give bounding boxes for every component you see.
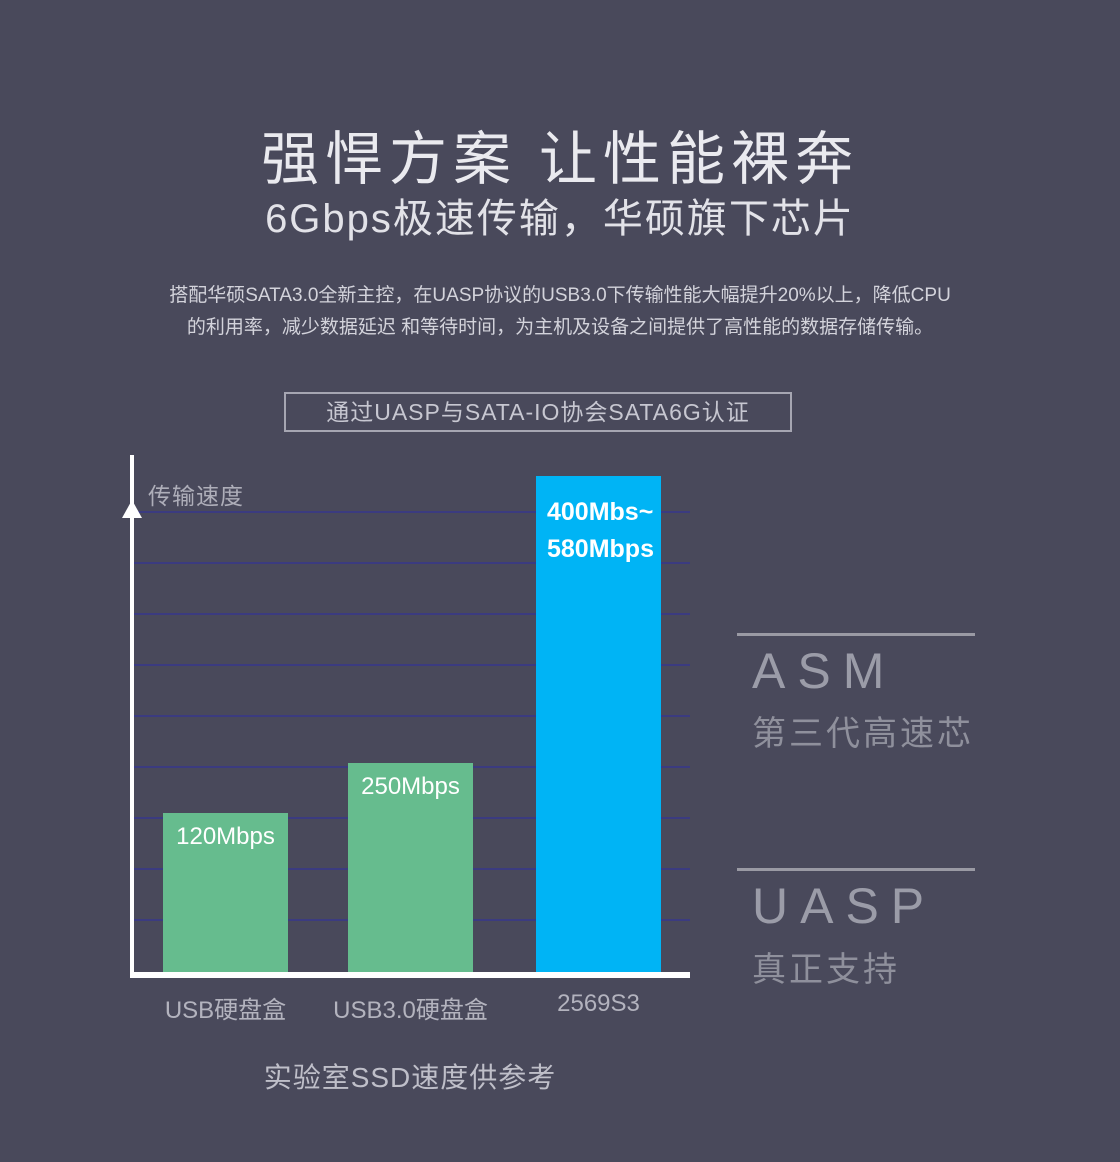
highlight-asm-subheading: 第三代高速芯: [752, 715, 974, 753]
chart-caption: 实验室SSD速度供参考: [263, 1062, 557, 1093]
description-line-2: 的利用率，减少数据延迟 和等待时间，为主机及设备之间提供了高性能的数据存储传输。: [186, 317, 934, 338]
bar-value-label: 250Mbps: [361, 773, 460, 800]
bar-usb-enclosure: 120Mbps: [163, 813, 288, 972]
x-axis: [130, 972, 690, 978]
bar-value-label: 400Mbs~: [547, 498, 654, 526]
certification-badge: 通过UASP与SATA-IO协会SATA6G认证: [284, 392, 792, 432]
y-axis-arrow-icon: [122, 500, 142, 518]
description-text: 搭配华硕SATA3.0全新主控，在UASP协议的USB3.0下传输性能大幅提升2…: [0, 280, 1120, 344]
highlight-divider: [737, 633, 975, 636]
page-subtitle: 6Gbps极速传输，华硕旗下芯片: [265, 197, 855, 241]
bar-value-label: 580Mbps: [547, 535, 654, 563]
x-category-label: 2569S3: [557, 990, 640, 1017]
bar-usb3-enclosure: 250Mbps: [348, 763, 473, 972]
x-category-label: USB3.0硬盘盒: [333, 997, 488, 1024]
highlight-uasp-heading: UASP: [752, 878, 937, 934]
y-axis: [130, 455, 134, 978]
gridline: [133, 613, 690, 615]
page-title: 强悍方案 让性能裸奔: [260, 127, 860, 192]
highlight-divider: [737, 868, 975, 871]
highlight-uasp-subheading: 真正支持: [752, 951, 900, 989]
bar-2569s3: 400Mbs~ 580Mbps: [536, 476, 661, 972]
gridline: [133, 511, 690, 513]
gridline: [133, 715, 690, 717]
highlight-asm-heading: ASM: [752, 643, 897, 699]
gridline: [133, 664, 690, 666]
description-line-1: 搭配华硕SATA3.0全新主控，在UASP协议的USB3.0下传输性能大幅提升2…: [169, 285, 951, 306]
gridline: [133, 562, 690, 564]
y-axis-label: 传输速度: [148, 483, 244, 509]
bar-value-label: 120Mbps: [176, 823, 275, 850]
x-category-label: USB硬盘盒: [164, 997, 287, 1024]
